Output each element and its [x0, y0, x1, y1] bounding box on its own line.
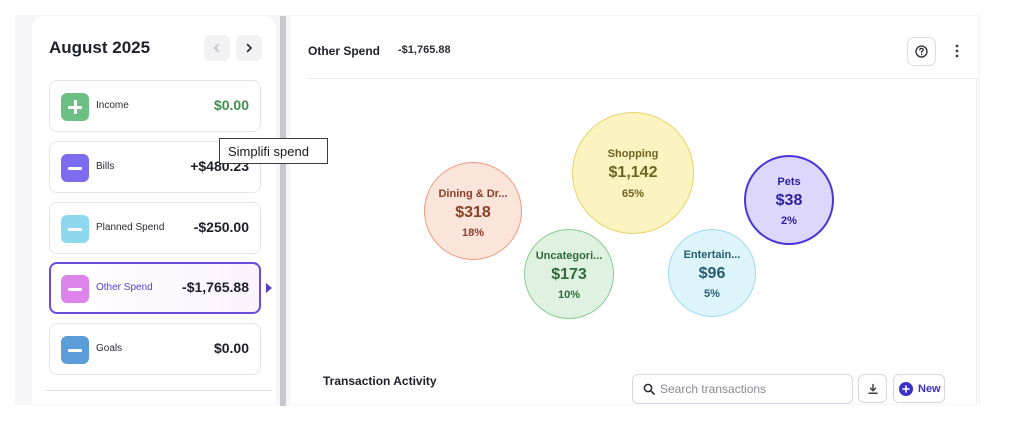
minus-icon [61, 154, 89, 182]
next-month-button[interactable] [236, 35, 262, 61]
panel-splitter[interactable] [280, 16, 286, 406]
sidebar-item-other-spend[interactable]: Other Spend -$1,765.88 [49, 262, 261, 314]
category-bubble-entertainment[interactable]: Entertain... $96 5% [668, 229, 756, 317]
help-button[interactable] [907, 37, 936, 66]
category-name: Pets [777, 176, 801, 188]
plus-circle-icon [899, 382, 913, 396]
page-title: Other Spend [308, 44, 381, 58]
sidebar-item-amount: -$250.00 [193, 219, 249, 235]
search-input[interactable] [660, 381, 845, 397]
page-total-amount: -$1,765.88 [398, 44, 451, 56]
download-icon [867, 383, 878, 394]
sidebar-item-label: Goals [96, 343, 123, 354]
category-percent: 65% [621, 188, 645, 200]
search-icon [643, 383, 655, 395]
sidebar-item-planned-spend[interactable]: Planned Spend -$250.00 [49, 202, 261, 254]
category-percent: 10% [557, 289, 581, 301]
more-options-button[interactable] [948, 38, 966, 64]
header-divider [306, 78, 978, 79]
sidebar-item-amount: $0.00 [213, 340, 249, 356]
category-name: Shopping [607, 148, 659, 160]
minus-icon [61, 336, 89, 364]
previous-month-button[interactable] [204, 35, 230, 61]
new-transaction-button[interactable]: New [893, 374, 945, 403]
sidebar-divider [45, 390, 273, 391]
sidebar-item-label: Other Spend [96, 282, 153, 293]
tooltip: Simplifi spend [219, 138, 328, 164]
transaction-activity-title: Transaction Activity [323, 374, 437, 388]
minus-icon [61, 215, 89, 243]
category-bubble-dining[interactable]: Dining & Dr... $318 18% [424, 162, 522, 260]
main-panel: Other Spend -$1,765.88 Dining & Dr... $3… [290, 16, 978, 404]
category-amount: $173 [551, 266, 587, 283]
category-amount: $38 [775, 192, 803, 209]
transaction-search [632, 374, 853, 404]
category-bubble-uncategorized[interactable]: Uncategori... $173 10% [524, 229, 614, 319]
category-name: Entertain... [683, 249, 741, 261]
sidebar-item-label: Income [96, 100, 129, 111]
sidebar-item-goals[interactable]: Goals $0.00 [49, 323, 261, 375]
category-percent: 5% [704, 288, 720, 300]
more-vertical-icon [955, 44, 959, 58]
sidebar-item-amount: -$1,765.88 [182, 279, 249, 295]
category-name: Uncategori... [535, 250, 603, 262]
budget-sidebar: August 2025 Income $0.00 Bills +$480.23 [32, 16, 276, 404]
question-circle-icon [915, 45, 928, 58]
category-amount: $1,142 [608, 164, 658, 181]
category-name: Dining & Dr... [438, 188, 508, 200]
plus-icon [61, 93, 89, 121]
chevron-left-icon [213, 43, 220, 53]
chevron-right-icon [246, 43, 253, 53]
new-button-label: New [918, 383, 941, 395]
selected-indicator-icon [266, 283, 272, 293]
category-percent: 18% [461, 227, 485, 239]
sidebar-item-label: Bills [96, 161, 115, 172]
month-title: August 2025 [49, 38, 151, 57]
category-amount: $318 [455, 204, 491, 221]
sidebar-item-amount: $0.00 [213, 97, 249, 113]
category-bubble-pets[interactable]: Pets $38 2% [744, 155, 834, 245]
category-percent: 2% [781, 215, 797, 227]
panel-border [976, 78, 977, 404]
minus-icon [61, 275, 89, 303]
sidebar-item-income[interactable]: Income $0.00 [49, 80, 261, 132]
download-button[interactable] [858, 374, 887, 403]
category-bubble-shopping[interactable]: Shopping $1,142 65% [572, 112, 694, 234]
sidebar-item-label: Planned Spend [96, 222, 165, 233]
category-amount: $96 [698, 265, 726, 282]
